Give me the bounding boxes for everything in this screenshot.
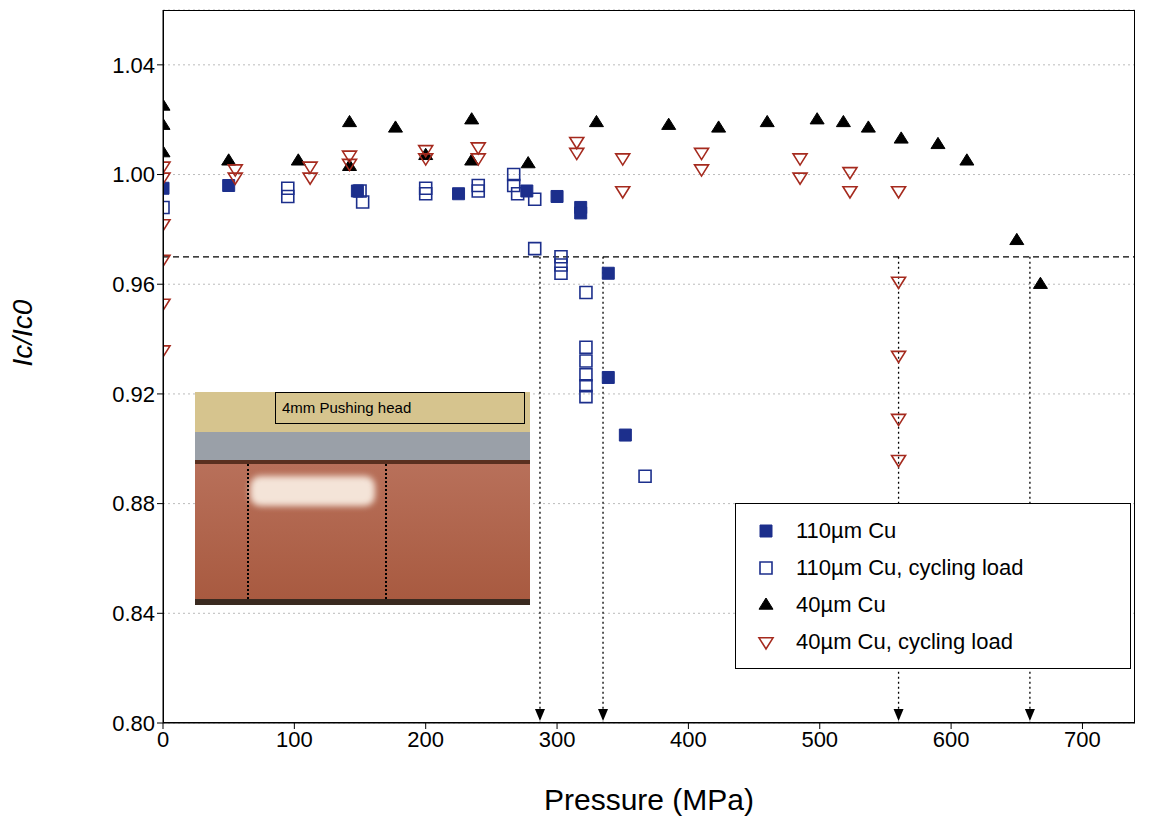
svg-text:Pressure (MPa): Pressure (MPa): [544, 783, 754, 816]
svg-text:Ic/Ic0: Ic/Ic0: [7, 299, 38, 366]
svg-text:0.84: 0.84: [112, 601, 155, 626]
svg-text:100: 100: [276, 727, 313, 752]
svg-text:0: 0: [157, 727, 169, 752]
html-text:110µm Cu: 110µm Cu: [796, 517, 897, 543]
svg-text:0.88: 0.88: [112, 491, 155, 516]
svg-text:1.04: 1.04: [112, 53, 155, 78]
html-text:110µm Cu, cycling load: 110µm Cu, cycling load: [796, 554, 1024, 580]
svg-text:500: 500: [801, 727, 838, 752]
html-text:40µm Cu, cycling load: 40µm Cu, cycling load: [796, 628, 1013, 654]
svg-text:0.80: 0.80: [112, 711, 155, 736]
svg-text:600: 600: [933, 727, 970, 752]
svg-text:700: 700: [1064, 727, 1101, 752]
svg-text:1.00: 1.00: [112, 162, 155, 187]
html-text:4mm Pushing head: 4mm Pushing head: [282, 399, 412, 416]
html-text:40µm Cu: 40µm Cu: [796, 591, 886, 617]
svg-text:400: 400: [670, 727, 707, 752]
svg-text:0.92: 0.92: [112, 382, 155, 407]
svg-text:200: 200: [407, 727, 444, 752]
svg-text:0.96: 0.96: [112, 272, 155, 297]
svg-text:300: 300: [539, 727, 576, 752]
